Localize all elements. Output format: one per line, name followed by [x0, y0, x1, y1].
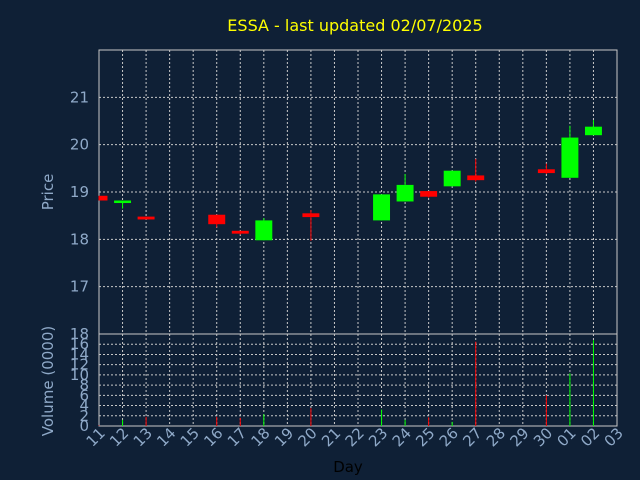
candle-body — [302, 213, 320, 218]
price-tick-label: 19 — [70, 183, 89, 201]
volume-tick-label: 0 — [79, 417, 89, 435]
candle-body — [443, 170, 461, 187]
price-tick-label: 17 — [70, 278, 89, 296]
volume-tick-label: 2 — [79, 407, 89, 425]
volume-tick-label: 4 — [79, 397, 89, 415]
x-axis-label: Day — [333, 458, 363, 476]
volume-tick-label: 12 — [70, 356, 89, 374]
price-axis-label: Price — [39, 174, 57, 211]
candle-body — [561, 137, 579, 178]
chart-title: ESSA - last updated 02/07/2025 — [227, 16, 482, 35]
price-tick-label: 21 — [70, 88, 89, 106]
price-panel: 17 18 19 20 21 — [70, 49, 618, 335]
candle-body — [114, 200, 132, 204]
volume-tick-label: 18 — [70, 325, 89, 343]
volume-axis-label: Volume (0000) — [39, 326, 57, 436]
price-tick-label: 20 — [70, 136, 89, 154]
candle-body — [137, 216, 155, 220]
volume-tick-label: 10 — [70, 366, 89, 384]
candle-body — [99, 195, 108, 201]
volume-tick-label: 8 — [79, 376, 89, 394]
x-axis: 1112131415161718192021222324252627282930… — [83, 424, 627, 450]
candle-body — [420, 191, 438, 197]
volume-tick-label: 6 — [79, 386, 89, 404]
volume-tick-label: 16 — [70, 335, 89, 353]
candle-body — [231, 230, 249, 234]
candle-body — [467, 175, 485, 181]
candle-body — [373, 194, 391, 221]
volume-panel-frame — [98, 333, 618, 427]
candle-body — [396, 184, 414, 202]
candle-body — [584, 126, 602, 136]
volume-tick-label: 14 — [70, 345, 89, 363]
price-tick-label: 18 — [70, 230, 89, 248]
candle-body — [537, 169, 555, 174]
candle-body — [255, 220, 273, 241]
candle-body — [208, 214, 226, 225]
